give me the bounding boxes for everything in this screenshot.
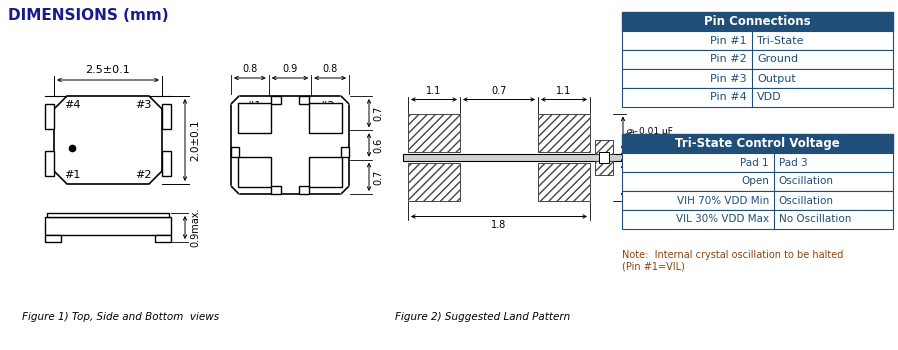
Polygon shape [341, 147, 349, 157]
Text: #2: #2 [319, 101, 335, 111]
Text: 0.8: 0.8 [242, 64, 258, 74]
Text: #1: #1 [64, 170, 81, 180]
Bar [309, 157, 342, 187]
Text: Oscillation: Oscillation [779, 196, 833, 205]
Bar [162, 104, 171, 129]
Text: Figure 2) Suggested Land Pattern: Figure 2) Suggested Land Pattern [395, 312, 570, 322]
Text: Pin #2: Pin #2 [710, 55, 747, 64]
Bar [622, 69, 893, 88]
Bar [622, 210, 893, 229]
Text: Ground: Ground [757, 55, 798, 64]
Text: 1.1: 1.1 [427, 85, 442, 96]
Text: 2.5±0.1: 2.5±0.1 [85, 65, 130, 75]
Text: 0.9: 0.9 [627, 126, 636, 141]
Bar [47, 213, 169, 217]
Text: DIMENSIONS (mm): DIMENSIONS (mm) [8, 8, 169, 23]
Text: #3: #3 [136, 100, 152, 110]
Text: Open: Open [741, 176, 769, 187]
Text: 0.6: 0.6 [373, 137, 383, 153]
Text: No Oscillation: No Oscillation [779, 215, 851, 224]
Text: 0.9max.: 0.9max. [190, 208, 200, 247]
Bar [595, 161, 613, 175]
Bar [622, 88, 893, 107]
Bar [408, 113, 460, 152]
Bar [599, 152, 609, 162]
Text: Tri-State Control Voltage: Tri-State Control Voltage [675, 137, 840, 150]
Text: Pin Connections: Pin Connections [704, 15, 811, 28]
Text: #4: #4 [245, 179, 261, 189]
Polygon shape [231, 186, 239, 194]
Bar [408, 162, 460, 201]
Bar [231, 96, 349, 194]
Text: 1.1: 1.1 [557, 85, 572, 96]
Text: Pin #1: Pin #1 [710, 35, 747, 46]
Text: 0.7: 0.7 [373, 105, 383, 121]
Bar [162, 151, 171, 176]
Bar [622, 172, 893, 191]
Bar [538, 113, 590, 152]
Bar [622, 153, 893, 172]
Text: Pad 1: Pad 1 [740, 158, 769, 168]
Polygon shape [341, 96, 349, 104]
Text: Note:  Internal crystal oscillation to be halted
(Pin #1=VIL): Note: Internal crystal oscillation to be… [622, 250, 843, 272]
Text: 0.8: 0.8 [322, 64, 338, 74]
Bar [595, 140, 613, 154]
Bar [309, 103, 342, 133]
Bar [155, 235, 171, 242]
Text: Output: Output [757, 74, 796, 84]
Bar [538, 162, 590, 201]
Text: Pin #3: Pin #3 [710, 74, 747, 84]
Polygon shape [231, 147, 239, 157]
Bar [238, 157, 271, 187]
Bar [45, 217, 171, 235]
Bar [622, 12, 893, 31]
Text: #1: #1 [245, 101, 261, 111]
Bar [622, 50, 893, 69]
Text: Figure 1) Top, Side and Bottom  views: Figure 1) Top, Side and Bottom views [22, 312, 219, 322]
Text: 0.01 μF: 0.01 μF [639, 127, 673, 136]
Text: Oscillation: Oscillation [779, 176, 833, 187]
Text: Pad 3: Pad 3 [779, 158, 807, 168]
Text: 0.9: 0.9 [627, 173, 636, 188]
Bar [45, 235, 61, 242]
Text: Tri-State: Tri-State [757, 35, 804, 46]
Text: 0.1 μF: 0.1 μF [639, 174, 667, 183]
Bar [622, 191, 893, 210]
Polygon shape [271, 96, 281, 104]
Polygon shape [299, 96, 309, 104]
Polygon shape [341, 186, 349, 194]
Text: VDD: VDD [757, 92, 781, 103]
Text: VIH 70% VDD Min: VIH 70% VDD Min [676, 196, 769, 205]
Text: 0.7: 0.7 [373, 169, 383, 184]
Text: 0.5: 0.5 [627, 150, 636, 164]
Bar [622, 134, 893, 153]
Text: #4: #4 [64, 100, 81, 110]
Text: #2: #2 [136, 170, 152, 180]
Bar [45, 151, 54, 176]
Polygon shape [271, 186, 281, 194]
Polygon shape [231, 96, 239, 104]
Bar [622, 31, 893, 50]
Text: #3: #3 [319, 179, 335, 189]
Bar [238, 103, 271, 133]
Text: 2.0±0.1: 2.0±0.1 [190, 119, 200, 161]
Text: 0.9: 0.9 [282, 64, 297, 74]
Bar [45, 104, 54, 129]
Text: Pin #4: Pin #4 [710, 92, 747, 103]
Polygon shape [54, 96, 162, 184]
Text: VIL 30% VDD Max: VIL 30% VDD Max [675, 215, 769, 224]
Bar [403, 154, 640, 161]
Text: 0.7: 0.7 [491, 85, 506, 96]
Text: 1.8: 1.8 [491, 219, 506, 230]
Polygon shape [299, 186, 309, 194]
